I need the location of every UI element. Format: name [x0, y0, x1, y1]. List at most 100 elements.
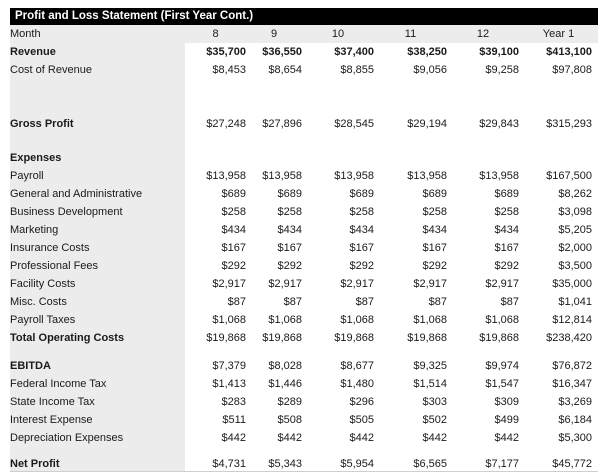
cell-value: $292	[374, 257, 447, 275]
row-label: Misc. Costs	[10, 293, 185, 311]
spacer-cell	[447, 133, 519, 149]
cell-value: $502	[374, 411, 447, 429]
spacer-cell	[519, 347, 598, 357]
table-row-depreciation-expenses: Depreciation Expenses $442 $442 $442 $44…	[10, 429, 598, 447]
cell-value: $7,177	[447, 458, 519, 472]
table-row-general-administrative: General and Administrative $689 $689 $68…	[10, 185, 598, 203]
cell-value: $296	[302, 393, 374, 411]
cell-value: $8,855	[302, 61, 374, 79]
cell-value: $434	[246, 221, 302, 239]
cell-value: $27,896	[246, 115, 302, 133]
cell-value: $8,262	[519, 185, 598, 203]
cell-value: $508	[246, 411, 302, 429]
cell-value	[302, 149, 374, 167]
cell-value: $13,958	[246, 167, 302, 185]
cell-value: $5,343	[246, 458, 302, 472]
cell-value: $511	[185, 411, 246, 429]
row-label: Business Development	[10, 203, 185, 221]
cell-value: $13,958	[302, 167, 374, 185]
cell-value: $76,872	[519, 357, 598, 375]
row-label: Interest Expense	[10, 411, 185, 429]
row-label: Cost of Revenue	[10, 61, 185, 79]
cell-value: $8,028	[246, 357, 302, 375]
cell-value: $3,500	[519, 257, 598, 275]
cell-value	[374, 149, 447, 167]
table-row-federal-income-tax: Federal Income Tax $1,413 $1,446 $1,480 …	[10, 375, 598, 393]
table-row-interest-expense: Interest Expense $511 $508 $505 $502 $49…	[10, 411, 598, 429]
spacer-cell	[246, 79, 302, 115]
spacer-cell	[10, 347, 185, 357]
cell-value: $8,453	[185, 61, 246, 79]
column-header: 9	[246, 25, 302, 43]
cell-value: $29,194	[374, 115, 447, 133]
spacer-cell	[246, 133, 302, 149]
cell-value: $167	[246, 239, 302, 257]
column-header: 10	[302, 25, 374, 43]
cell-value: $9,325	[374, 357, 447, 375]
cell-value: $689	[246, 185, 302, 203]
column-header: 12	[447, 25, 519, 43]
spacer-cell	[302, 79, 374, 115]
cell-value: $2,917	[246, 275, 302, 293]
cell-value: $19,868	[246, 329, 302, 347]
cell-value: $442	[374, 429, 447, 447]
cell-value: $434	[302, 221, 374, 239]
table-row-misc-costs: Misc. Costs $87 $87 $87 $87 $87 $1,041	[10, 293, 598, 311]
cell-value: $9,974	[447, 357, 519, 375]
spacer-cell	[185, 347, 246, 357]
spacer-cell	[302, 133, 374, 149]
cell-value: $292	[246, 257, 302, 275]
cell-value: $289	[246, 393, 302, 411]
cell-value: $1,547	[447, 375, 519, 393]
spacer-cell	[519, 447, 598, 458]
cell-value: $1,480	[302, 375, 374, 393]
cell-value: $19,868	[447, 329, 519, 347]
cell-value: $1,068	[447, 311, 519, 329]
spacer-cell	[519, 79, 598, 115]
cell-value: $258	[374, 203, 447, 221]
cell-value: $258	[185, 203, 246, 221]
spacer-cell	[302, 447, 374, 458]
cell-value: $5,954	[302, 458, 374, 472]
row-label: Federal Income Tax	[10, 375, 185, 393]
row-label: Facility Costs	[10, 275, 185, 293]
row-label: State Income Tax	[10, 393, 185, 411]
spacer-cell	[374, 347, 447, 357]
statement-sheet: Profit and Loss Statement (First Year Co…	[10, 8, 598, 472]
row-label: Marketing	[10, 221, 185, 239]
row-label: Payroll	[10, 167, 185, 185]
cell-value: $6,565	[374, 458, 447, 472]
cell-value: $87	[374, 293, 447, 311]
row-label: Gross Profit	[10, 115, 185, 133]
cell-value: $1,068	[246, 311, 302, 329]
cell-value: $292	[447, 257, 519, 275]
column-header: 11	[374, 25, 447, 43]
cell-value: $9,056	[374, 61, 447, 79]
table-row-facility-costs: Facility Costs $2,917 $2,917 $2,917 $2,9…	[10, 275, 598, 293]
cell-value: $258	[447, 203, 519, 221]
row-label: Payroll Taxes	[10, 311, 185, 329]
row-label: Revenue	[10, 43, 185, 61]
cell-value: $19,868	[302, 329, 374, 347]
cell-value: $5,300	[519, 429, 598, 447]
cell-value: $258	[302, 203, 374, 221]
spacer-cell	[185, 79, 246, 115]
cell-value: $13,958	[374, 167, 447, 185]
cell-value: $1,068	[374, 311, 447, 329]
cell-value: $5,205	[519, 221, 598, 239]
cell-value: $37,400	[302, 43, 374, 61]
cell-value: $442	[447, 429, 519, 447]
cell-value: $29,843	[447, 115, 519, 133]
cell-value: $7,379	[185, 357, 246, 375]
cell-value	[447, 149, 519, 167]
cell-value: $292	[302, 257, 374, 275]
cell-value: $303	[374, 393, 447, 411]
table-row-state-income-tax: State Income Tax $283 $289 $296 $303 $30…	[10, 393, 598, 411]
header-label: Month	[10, 25, 185, 43]
cell-value: $35,700	[185, 43, 246, 61]
cell-value: $689	[185, 185, 246, 203]
row-label: Professional Fees	[10, 257, 185, 275]
cell-value	[185, 149, 246, 167]
cell-value: $2,917	[185, 275, 246, 293]
cell-value: $3,269	[519, 393, 598, 411]
